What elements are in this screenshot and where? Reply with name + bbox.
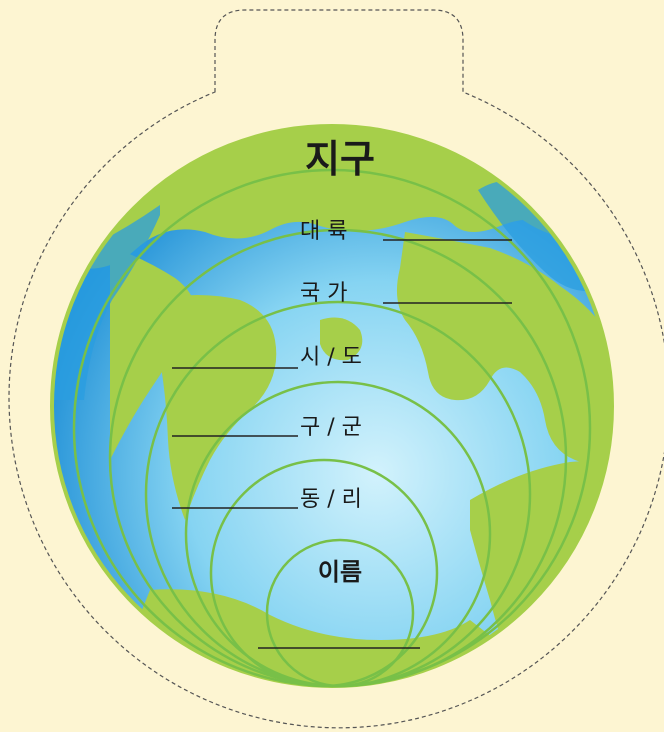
label-name: 이름 bbox=[318, 558, 362, 586]
ring-village bbox=[209, 458, 439, 688]
label-province: 시 / 도 bbox=[300, 345, 362, 370]
ocean-dark-right bbox=[478, 181, 600, 292]
land-center bbox=[150, 295, 277, 520]
globe bbox=[50, 124, 614, 688]
label-country: 국 가 bbox=[300, 281, 347, 306]
answer-lines bbox=[172, 239, 512, 649]
ring-name bbox=[265, 538, 415, 688]
label-district: 구 / 군 bbox=[300, 415, 362, 440]
label-continent: 대 륙 bbox=[300, 219, 347, 244]
cut-line bbox=[8, 9, 664, 729]
land-island bbox=[320, 317, 363, 361]
label-village: 동 / 리 bbox=[300, 487, 362, 512]
concentric-rings bbox=[72, 168, 592, 688]
title: 지구 bbox=[305, 137, 375, 181]
land-right bbox=[396, 232, 612, 470]
